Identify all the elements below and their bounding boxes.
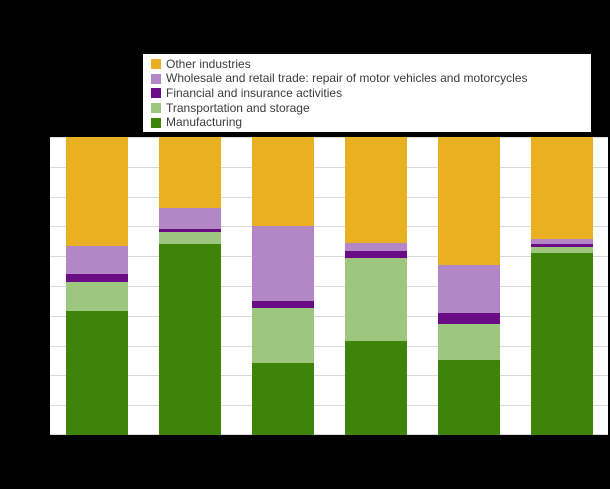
bar-slot [515,137,608,435]
bar-segment-financial-and [437,312,500,324]
bar-segment-transportation-and [65,281,128,312]
plot-area [50,137,608,435]
bar-segment-wholesale-and [251,226,314,301]
legend-item: Wholesale and retail trade: repair of mo… [151,72,585,87]
bar-slot [236,137,329,435]
legend-item-label: Other industries [166,57,251,71]
bar-segment-financial-and [344,250,407,258]
bar-segment-financial-and [251,300,314,309]
legend-swatch-icon [151,88,161,99]
gridline [50,256,608,257]
bar-slot [422,137,515,435]
stacked-bar [65,137,128,435]
bars-container [50,137,608,435]
legend-item: Other industries [151,57,585,72]
bar-segment-transportation-and [344,257,407,342]
legend-swatch-icon [151,73,161,84]
gridline [50,286,608,287]
bar-segment-wholesale-and [344,243,407,251]
bar-segment-other-industries [251,137,314,227]
stacked-bar [530,137,593,435]
legend-item-label: Wholesale and retail trade: repair of mo… [166,71,528,86]
bar-segment-manufacturing [158,244,221,435]
bar-segment-financial-and [530,243,593,247]
bar-segment-financial-and [158,229,221,232]
stacked-bar [251,137,314,435]
bar-segment-transportation-and [251,308,314,364]
legend-item: Transportation and storage [151,101,585,116]
bar-segment-wholesale-and [530,239,593,244]
gridline [50,405,608,406]
gridline [50,316,608,317]
bar-segment-financial-and [65,274,128,282]
bar-segment-manufacturing [437,360,500,435]
gridline [50,197,608,198]
bar-slot [329,137,422,435]
gridline [50,226,608,227]
gridline [50,375,608,376]
bar-slot [143,137,236,435]
bar-segment-transportation-and [158,231,221,245]
legend-item: Manufacturing [151,115,585,130]
bar-segment-other-industries [344,137,407,244]
legend-item: Financial and insurance activities [151,86,585,101]
legend-item-label: Transportation and storage [166,100,310,115]
bar-segment-transportation-and [530,246,593,254]
gridline [50,434,608,435]
gridline [50,137,608,138]
bar-segment-wholesale-and [158,207,221,230]
bar-segment-manufacturing [65,311,128,435]
bar-segment-manufacturing [344,341,407,435]
bar-segment-transportation-and [437,323,500,361]
stacked-bar [158,137,221,435]
legend-swatch-icon [151,103,161,114]
bar-segment-manufacturing [251,363,314,435]
legend-item-label: Financial and insurance activities [166,86,343,100]
gridline [50,167,608,168]
legend-item-label: Manufacturing [166,115,243,130]
bar-segment-wholesale-and [437,265,500,313]
legend: Other industries Wholesale and retail tra… [141,52,593,134]
bar-slot [50,137,143,435]
bar-segment-other-industries [158,137,221,208]
bar-segment-other-industries [65,137,128,246]
legend-swatch-icon [151,117,161,128]
legend-swatch-icon [151,59,161,70]
gridline [50,346,608,347]
stacked-bar [437,137,500,435]
bar-segment-other-industries [530,137,593,240]
bar-segment-manufacturing [530,253,593,435]
stacked-bar [344,137,407,435]
bar-segment-wholesale-and [65,245,128,275]
bar-segment-other-industries [437,137,500,266]
